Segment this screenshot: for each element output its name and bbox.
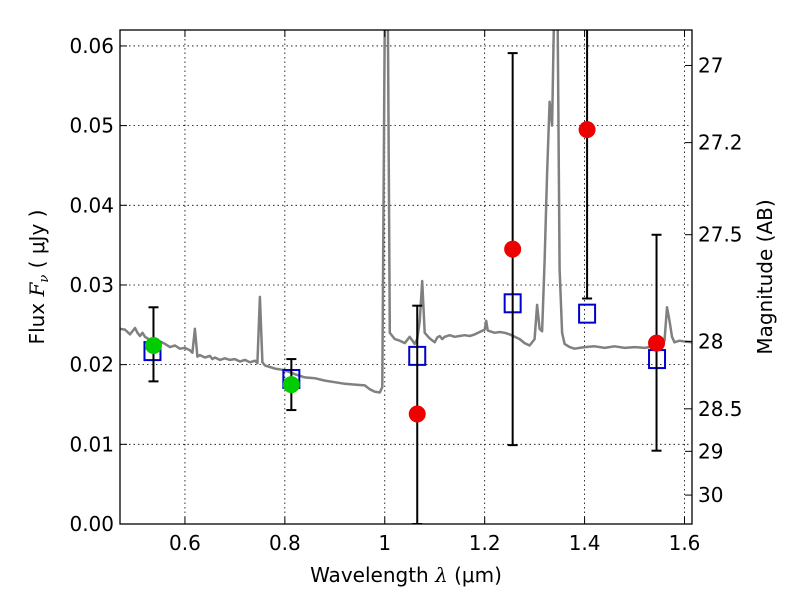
plot-content bbox=[120, 30, 692, 524]
green-data-point bbox=[144, 337, 162, 355]
green-data-point bbox=[282, 376, 300, 394]
plot-area bbox=[120, 30, 692, 524]
y2-axis-label: Magnitude (AB) bbox=[753, 199, 777, 354]
y-tick-label: 0.05 bbox=[69, 114, 114, 138]
y-tick-label: 0.04 bbox=[69, 193, 114, 217]
y2-tick-label: 30 bbox=[698, 483, 723, 507]
y-tick-label: 0.02 bbox=[69, 353, 114, 377]
red-data-point bbox=[648, 334, 666, 352]
y2-tick-label: 27.5 bbox=[698, 223, 743, 247]
x-tick-label: 1.4 bbox=[569, 531, 601, 555]
x-tick-label: 1.6 bbox=[669, 531, 701, 555]
x-tick-label: 0.6 bbox=[169, 531, 201, 555]
x-tick-label: 1 bbox=[378, 531, 391, 555]
y-axis-label: Flux Fν ( μJy ) bbox=[25, 210, 52, 345]
y2-tick-label: 28.5 bbox=[698, 397, 743, 421]
y2-tick-label: 27.2 bbox=[698, 131, 743, 155]
y-tick-label: 0.06 bbox=[69, 34, 114, 58]
x-tick-label: 0.8 bbox=[269, 531, 301, 555]
y2-tick-label: 28 bbox=[698, 329, 723, 353]
model-spectrum-line bbox=[120, 30, 692, 394]
y2-tick-label: 27 bbox=[698, 53, 723, 77]
y-tick-label: 0.01 bbox=[69, 432, 114, 456]
model-photometry-square bbox=[578, 303, 597, 324]
red-data-point bbox=[408, 405, 426, 423]
red-data-point bbox=[504, 240, 522, 258]
axis-ticks: 0.6 0.8 1 1.2 1.4 1.6 0.00 0.01 0.02 0.03 0.04 0.05… bbox=[69, 30, 743, 555]
y-tick-label: 0.00 bbox=[69, 512, 114, 536]
red-data-point bbox=[578, 121, 596, 139]
x-tick-label: 1.2 bbox=[469, 531, 501, 555]
y2-tick-label: 29 bbox=[698, 439, 723, 463]
x-axis-label: Wavelength λ (μm) bbox=[310, 563, 502, 587]
plot-frame bbox=[119, 29, 693, 525]
y-tick-label: 0.03 bbox=[69, 273, 114, 297]
